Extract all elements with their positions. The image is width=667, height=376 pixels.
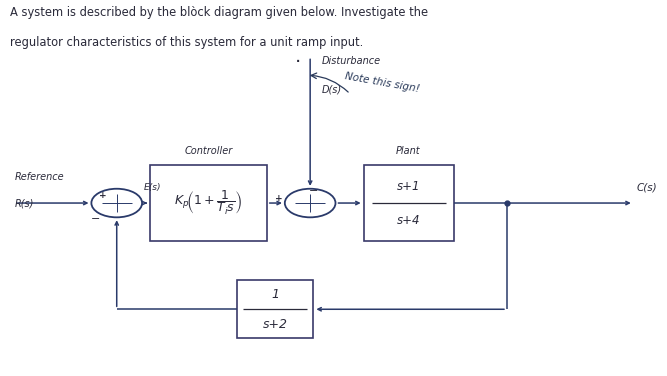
Text: Note this sign!: Note this sign! xyxy=(344,71,420,94)
Text: regulator characteristics of this system for a unit ramp input.: regulator characteristics of this system… xyxy=(10,36,364,49)
Text: A system is described by the blòck diagram given below. Investigate the: A system is described by the blòck diagr… xyxy=(10,6,428,19)
Text: Plant: Plant xyxy=(396,146,421,156)
Text: s+2: s+2 xyxy=(263,317,287,331)
Text: Controller: Controller xyxy=(184,146,233,156)
Text: +: + xyxy=(275,194,282,203)
Text: D(s): D(s) xyxy=(322,85,342,95)
FancyBboxPatch shape xyxy=(364,165,454,241)
FancyBboxPatch shape xyxy=(150,165,267,241)
Text: R(s): R(s) xyxy=(15,199,34,209)
Text: E(s): E(s) xyxy=(144,183,161,192)
Text: −: − xyxy=(91,214,100,224)
Text: 1: 1 xyxy=(271,288,279,301)
Text: ·: · xyxy=(295,53,301,72)
Text: Disturbance: Disturbance xyxy=(322,56,382,67)
FancyBboxPatch shape xyxy=(237,280,313,338)
Text: +: + xyxy=(99,191,107,200)
Text: s+4: s+4 xyxy=(397,214,420,227)
Text: $K_p\!\left(1+\dfrac{1}{T_i s}\right)$: $K_p\!\left(1+\dfrac{1}{T_i s}\right)$ xyxy=(174,189,243,217)
Text: Reference: Reference xyxy=(15,172,64,182)
Text: s+1: s+1 xyxy=(397,179,420,193)
Text: −: − xyxy=(309,186,319,196)
Text: C(s): C(s) xyxy=(637,183,658,193)
